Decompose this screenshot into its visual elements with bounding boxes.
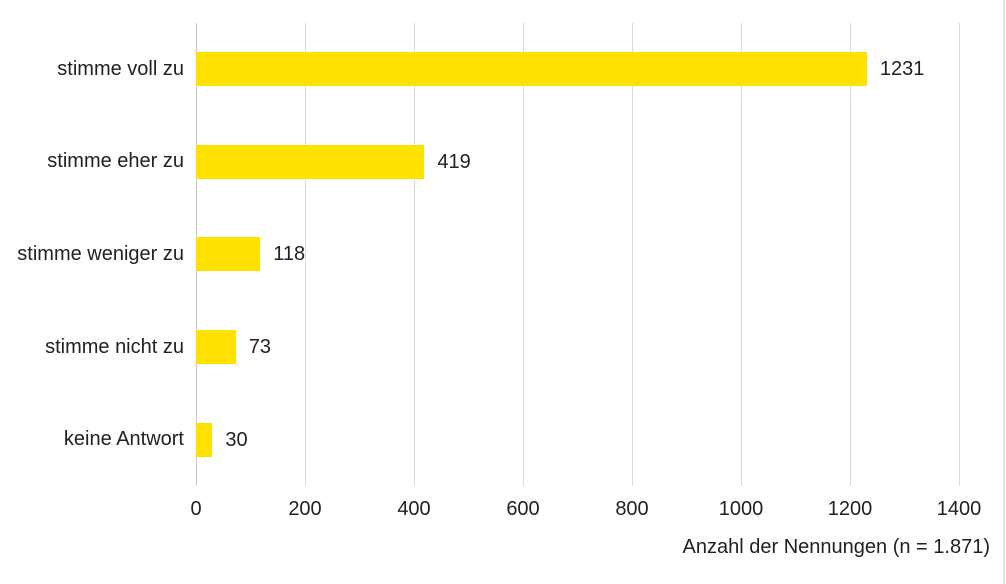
gridline xyxy=(305,23,306,486)
gridline xyxy=(632,23,633,486)
bar-row: 419 xyxy=(196,116,959,209)
bar xyxy=(196,422,213,457)
gridline xyxy=(414,23,415,486)
x-tick-label: 1200 xyxy=(827,498,873,520)
bar xyxy=(196,330,236,365)
bar-value-label: 419 xyxy=(437,150,471,173)
frame-right-edge xyxy=(1003,0,1005,584)
gridline xyxy=(959,23,960,486)
bar xyxy=(196,52,867,87)
gridline xyxy=(850,23,851,486)
bar-value-label: 1231 xyxy=(879,58,925,81)
category-label: stimme voll zu xyxy=(57,57,184,80)
x-tick-label: 800 xyxy=(615,498,649,520)
category-label: stimme nicht zu xyxy=(45,335,184,358)
bar-value-label: 30 xyxy=(225,428,248,451)
gridline xyxy=(523,23,524,486)
bar-row: 118 xyxy=(196,208,959,301)
x-axis-ticks: 0 200 400 600 800 1000 1200 1400 xyxy=(0,497,1006,523)
x-axis-title: Anzahl der Nennungen (n = 1.871) xyxy=(682,536,990,558)
bar-value-label: 73 xyxy=(248,336,272,359)
bar-row: 73 xyxy=(196,301,959,394)
bar xyxy=(196,237,261,272)
x-tick-label: 1400 xyxy=(936,498,982,520)
category-label: stimme weniger zu xyxy=(17,242,184,265)
bar xyxy=(196,144,425,179)
category-label: keine Antwort xyxy=(63,428,184,451)
x-tick-label: 600 xyxy=(506,498,540,520)
bar-value-label: 118 xyxy=(273,243,306,266)
bar-row: 1231 xyxy=(196,23,959,116)
category-label: stimme eher zu xyxy=(47,150,184,173)
x-tick-label: 1000 xyxy=(718,498,764,520)
bars-layer: 1231 419 118 73 30 xyxy=(196,23,959,486)
bar-row: 30 xyxy=(196,393,959,486)
x-tick-label: 0 xyxy=(190,498,202,520)
x-tick-label: 200 xyxy=(288,498,322,520)
gridline xyxy=(741,23,742,486)
plot-area: 1231 419 118 73 30 xyxy=(196,23,960,486)
y-axis-labels: stimme voll zu stimme eher zu stimme wenig… xyxy=(0,23,184,486)
x-tick-label: 400 xyxy=(397,498,431,520)
